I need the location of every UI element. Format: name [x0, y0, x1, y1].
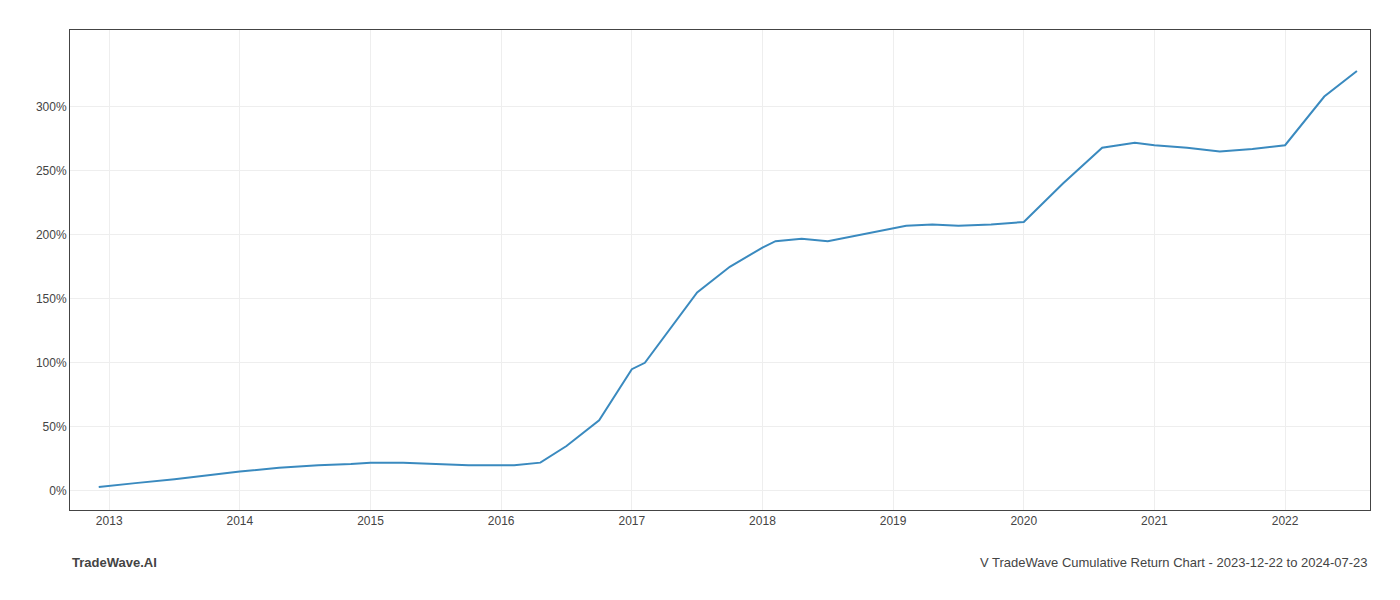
svg-text:2022: 2022 — [1272, 514, 1299, 528]
svg-text:2020: 2020 — [1010, 514, 1037, 528]
svg-text:2021: 2021 — [1141, 514, 1168, 528]
svg-text:50%: 50% — [43, 420, 67, 434]
svg-text:200%: 200% — [36, 228, 67, 242]
svg-text:150%: 150% — [36, 292, 67, 306]
svg-text:250%: 250% — [36, 164, 67, 178]
svg-text:2013: 2013 — [96, 514, 123, 528]
svg-text:100%: 100% — [36, 356, 67, 370]
svg-text:2016: 2016 — [488, 514, 515, 528]
svg-text:V TradeWave Cumulative Return: V TradeWave Cumulative Return Chart - 20… — [980, 555, 1368, 570]
svg-text:2014: 2014 — [226, 514, 253, 528]
svg-text:2015: 2015 — [357, 514, 384, 528]
svg-text:300%: 300% — [36, 100, 67, 114]
svg-text:2018: 2018 — [749, 514, 776, 528]
svg-text:TradeWave.AI: TradeWave.AI — [72, 555, 157, 570]
svg-text:0%: 0% — [49, 484, 67, 498]
svg-text:2019: 2019 — [880, 514, 907, 528]
svg-text:2017: 2017 — [618, 514, 645, 528]
